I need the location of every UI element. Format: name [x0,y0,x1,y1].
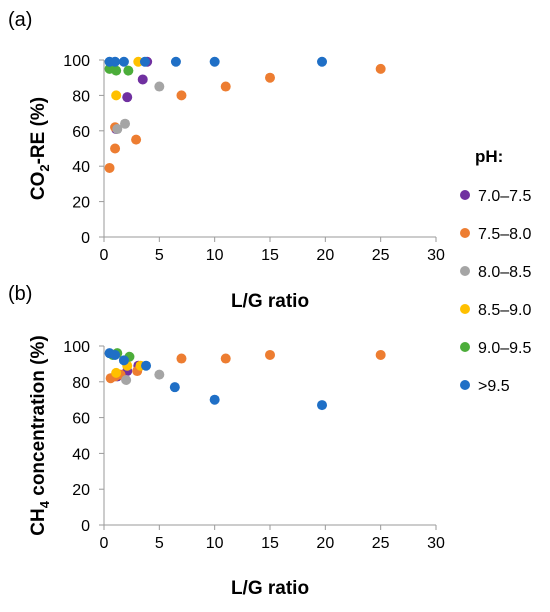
data-point-ph-7-5-8-0 [104,162,115,173]
y-axis-title-subscript: 2 [37,164,52,171]
x-tick-label: 5 [155,247,164,264]
data-point-ph-7-5-8-0 [176,353,187,364]
y-tick-label: 40 [72,446,90,463]
legend-label: 7.5–8.0 [478,226,531,243]
y-axis-title: CH4 concentration (%) [28,335,52,535]
x-tick-label: 0 [100,535,109,552]
data-point-ph-9-5 [118,355,129,366]
data-point-ph-8-5-9-0 [111,90,122,101]
y-tick-label: 40 [72,159,90,176]
x-tick-label: 15 [261,247,279,264]
data-point-ph-7-5-8-0 [176,90,187,101]
data-point-ph-9-5 [209,56,220,67]
data-point-ph-9-5 [139,56,150,67]
x-tick-label: 5 [155,535,164,552]
y-axis-title-part: CH [28,508,49,535]
data-point-ph-9-5 [141,360,152,371]
data-point-ph-9-5 [110,56,121,67]
data-point-ph-9-0-9-5 [111,65,122,76]
data-point-ph-7-5-8-0 [220,353,231,364]
data-point-ph-8-0-8-5 [121,375,132,386]
x-tick-label: 10 [206,535,224,552]
panel-label: (b) [8,283,32,305]
legend-label: 7.0–7.5 [478,188,531,205]
x-tick-label: 10 [206,247,224,264]
legend-marker-7-5-8-0 [460,228,470,238]
x-axis-title: L/G ratio [231,578,309,599]
data-point-ph-9-5 [118,56,129,67]
data-point-ph-7-5-8-0 [265,72,275,83]
data-point-ph-7-5-8-0 [375,349,386,360]
legend-marker-8-5-9-0 [460,304,470,314]
y-tick-label: 60 [72,124,90,141]
data-point-ph-8-5-9-0 [111,367,122,378]
data-point-ph-8-0-8-5 [154,369,165,380]
data-point-ph-8-0-8-5 [112,124,123,135]
data-point-ph-9-5 [169,382,180,393]
data-point-ph-7-5-8-0 [110,143,121,154]
x-axis-title: L/G ratio [231,291,309,312]
y-tick-label: 80 [72,375,90,392]
x-tick-label: 15 [261,535,279,552]
y-axis-title: CO2-RE (%) [28,97,52,200]
data-point-ph-7-0-7-5 [137,74,148,85]
y-tick-label: 60 [72,411,90,428]
data-point-ph-9-5 [170,56,181,67]
y-tick-label: 20 [72,195,90,212]
y-tick-label: 80 [72,88,90,105]
legend-title: pH: [475,147,503,166]
data-point-ph-9-5 [209,394,220,405]
data-point-ph-8-0-8-5 [120,118,131,129]
y-tick-label: 20 [72,482,90,499]
data-point-ph-7-5-8-0 [375,63,386,74]
x-tick-label: 0 [100,247,109,264]
x-tick-label: 20 [316,535,334,552]
y-axis-title-part: -RE (%) [28,97,49,165]
y-axis-title-part: CO [28,172,49,201]
data-point-ph-9-5 [317,56,328,67]
legend: pH: 7.0–7.5 7.5–8.0 8.0–8.5 8.5–9.0 9.0–9.5 >9… [460,147,531,395]
x-tick-label: 20 [316,247,334,264]
legend-label: 8.5–9.0 [478,302,531,319]
x-tick-label: 30 [427,247,445,264]
data-point-ph-9-5 [317,400,328,411]
y-axis-title-subscript: 4 [37,500,52,508]
y-tick-label: 0 [81,230,90,247]
x-tick-label: 25 [372,535,390,552]
legend-label: >9.5 [478,378,510,395]
y-tick-label: 0 [81,518,90,535]
data-point-ph-7-5-8-0 [131,134,142,145]
x-tick-label: 30 [427,535,445,552]
data-point-ph-8-0-8-5 [154,81,165,92]
data-point-ph-7-0-7-5 [122,92,133,103]
data-point-ph-9-5 [110,349,121,360]
panel-label: (a) [8,9,32,31]
y-tick-label: 100 [63,339,90,356]
data-point-ph-9-0-9-5 [123,65,134,76]
data-point-ph-7-5-8-0 [265,349,275,360]
legend-label: 9.0–9.5 [478,340,531,357]
legend-marker-9-5 [460,380,470,390]
legend-marker-9-0-9-5 [460,342,470,352]
y-axis-title-part: concentration (%) [28,335,49,501]
legend-label: 8.0–8.5 [478,264,531,281]
legend-marker-7-0-7-5 [460,190,470,200]
y-tick-label: 100 [63,53,90,70]
x-tick-label: 25 [372,247,390,264]
panel-b: (b) 0 5 10 15 20 25 30 0 20 40 60 80 100 L/G ratio CH4 … [8,283,445,599]
data-point-ph-7-5-8-0 [220,81,231,92]
panel-a: (a) 0 5 10 15 20 25 30 0 20 40 60 80 100 L/G ratio CO2-… [8,9,445,312]
legend-marker-8-0-8-5 [460,266,470,276]
